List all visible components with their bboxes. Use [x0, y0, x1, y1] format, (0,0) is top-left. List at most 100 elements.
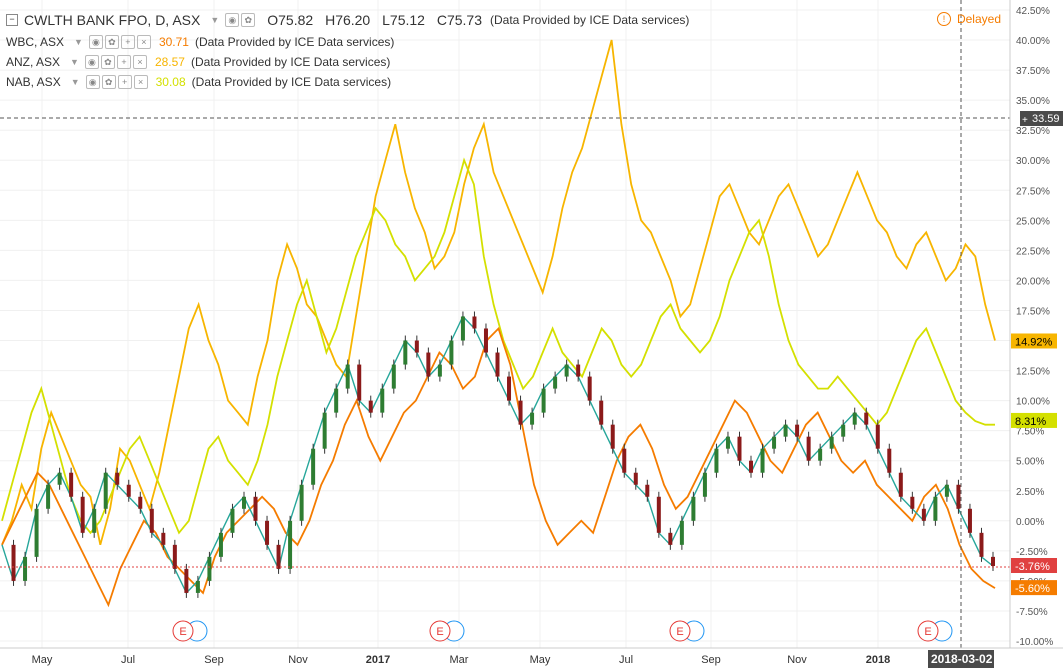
candle-body	[276, 544, 281, 569]
add-icon[interactable]: +	[120, 35, 135, 49]
y-tick-label: 5.00%	[1016, 457, 1044, 468]
y-axis[interactable]: 42.50% 40.00% 37.50% 35.00% 32.50% 30.00% 27.5…	[1009, 0, 1053, 648]
delayed-status[interactable]: ! Delayed	[936, 12, 1001, 26]
earnings-event-icon[interactable]	[172, 620, 194, 642]
close-icon[interactable]: ×	[136, 35, 151, 49]
candle-body	[357, 364, 362, 401]
candle-body	[541, 388, 546, 413]
y-tick-label: 2.50%	[1016, 487, 1044, 498]
y-tick-label: 10.00%	[1016, 397, 1050, 408]
candle-body	[933, 496, 938, 521]
gear-icon[interactable]: ✿	[104, 35, 119, 49]
compare-value: 28.57	[154, 55, 185, 69]
x-tick-label: Jul	[121, 654, 135, 666]
add-icon[interactable]: +	[116, 55, 131, 69]
candle-body	[69, 472, 74, 497]
earnings-event-icon[interactable]	[429, 620, 451, 642]
candle-body	[449, 340, 454, 365]
series-line	[1, 157, 995, 535]
candle-body	[161, 532, 166, 545]
legend-compare-row[interactable]: NAB, ASX ▼ ◉ ✿ + × 30.08 (Data Provided by ICE …	[6, 72, 689, 92]
eye-icon[interactable]: ◉	[225, 13, 240, 27]
candle-body	[460, 316, 465, 341]
candle-body	[875, 424, 880, 449]
eye-icon[interactable]: ◉	[84, 55, 99, 69]
candle-body	[311, 448, 316, 485]
x-tick-label: May	[32, 654, 53, 666]
candle-body	[149, 508, 154, 533]
x-tick-label: Nov	[787, 654, 807, 666]
x-tick-label: Jul	[619, 654, 633, 666]
y-tick-label: 27.50%	[1016, 186, 1050, 197]
candle-body	[11, 544, 16, 581]
candle-body	[967, 508, 972, 533]
compare-value: 30.08	[155, 75, 186, 89]
x-tick-label: 2017	[366, 654, 390, 666]
add-icon[interactable]: +	[117, 75, 132, 89]
event-label: E	[179, 626, 186, 638]
series-line	[1, 39, 996, 546]
collapse-legend-icon[interactable]: −	[6, 14, 18, 26]
compare-symbol[interactable]: NAB, ASX	[6, 75, 61, 89]
compare-symbol[interactable]: WBC, ASX	[6, 35, 65, 49]
x-tick-label: Nov	[288, 654, 308, 666]
earnings-event-icon[interactable]	[917, 620, 939, 642]
chevron-down-icon[interactable]: ▼	[210, 15, 220, 25]
candle-body	[679, 520, 684, 545]
x-tick-label: 2018	[866, 654, 890, 666]
legend-compare-row[interactable]: WBC, ASX ▼ ◉ ✿ + × 30.71 (Data Provided by ICE …	[6, 32, 689, 52]
series-line	[1, 326, 996, 608]
candle-body	[725, 436, 730, 449]
candle-body	[380, 388, 385, 413]
candle-body	[841, 424, 846, 437]
candle-body	[184, 568, 189, 593]
candle-body	[979, 532, 984, 557]
chevron-down-icon[interactable]: ▼	[70, 77, 80, 87]
candle-body	[633, 472, 638, 485]
gear-icon[interactable]: ✿	[100, 55, 115, 69]
y-tick-label: 32.50%	[1016, 126, 1050, 137]
chevron-down-icon[interactable]: ▼	[70, 57, 79, 67]
candle-body	[622, 448, 627, 473]
candle-body	[587, 376, 592, 401]
candle-body	[864, 412, 869, 425]
data-source: (Data Provided by ICE Data services)	[194, 35, 395, 49]
high-value: H76.20	[325, 12, 371, 28]
candle-body	[138, 496, 143, 509]
compare-symbol[interactable]: ANZ, ASX	[6, 55, 61, 69]
eye-icon[interactable]: ◉	[88, 35, 103, 49]
y-tick-label: 17.50%	[1016, 306, 1050, 317]
x-tick-label: Sep	[701, 654, 721, 666]
candle-body	[921, 508, 926, 521]
gear-icon[interactable]: ✿	[101, 75, 116, 89]
legend-compare-row[interactable]: ANZ, ASX ▼ ◉ ✿ + × 28.57 (Data Provided by ICE …	[6, 52, 689, 72]
last-value-text: 8.31%	[1015, 416, 1046, 428]
x-axis[interactable]: May Jul Sep Nov 2017 Mar May Jul Sep Nov 2018	[0, 647, 1063, 666]
close-value: C75.73	[436, 12, 482, 28]
close-icon[interactable]: ×	[132, 55, 147, 69]
chevron-down-icon[interactable]: ▼	[74, 37, 83, 47]
data-source: (Data Provided by ICE Data services)	[490, 13, 690, 27]
main-symbol[interactable]: CWLTH BANK FPO, D, ASX	[24, 12, 201, 28]
candle-body	[46, 484, 51, 509]
legend-main-row[interactable]: − CWLTH BANK FPO, D, ASX ▼ ◉ ✿ O75.82 H7…	[6, 8, 689, 32]
candle-body	[241, 496, 246, 509]
candle-body	[772, 436, 777, 449]
candle-body	[610, 424, 615, 449]
low-value: L75.12	[382, 12, 425, 28]
earnings-event-icon[interactable]	[669, 620, 691, 642]
candle-body	[195, 580, 200, 593]
candle-body	[576, 364, 581, 377]
eye-icon[interactable]: ◉	[85, 75, 100, 89]
candle-body	[530, 412, 535, 425]
candle-body	[126, 484, 131, 497]
candle-body	[691, 496, 696, 521]
gear-icon[interactable]: ✿	[241, 13, 256, 27]
candle-body	[887, 448, 892, 473]
y-tick-label: 7.50%	[1016, 427, 1044, 438]
close-icon[interactable]: ×	[133, 75, 148, 89]
chart-legend: − CWLTH BANK FPO, D, ASX ▼ ◉ ✿ O75.82 H7…	[6, 8, 689, 92]
last-value-badge	[1011, 558, 1057, 574]
